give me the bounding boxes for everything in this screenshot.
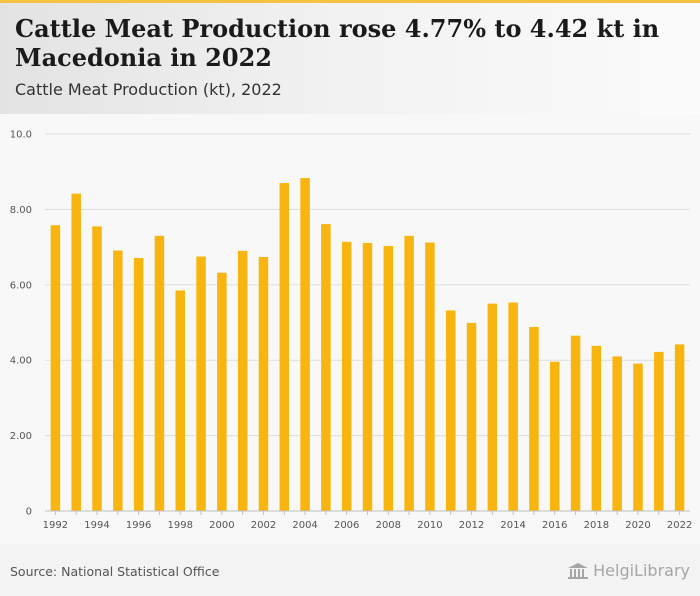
bar-2019: [612, 356, 622, 511]
y-tick-label: 8.00: [10, 205, 32, 216]
bar-2004: [300, 178, 310, 511]
x-tick-label: 1994: [84, 520, 109, 531]
x-tick-label: 2004: [292, 520, 317, 531]
bar-2017: [570, 335, 581, 511]
x-tick-label: 2002: [251, 520, 276, 531]
bar-1997: [154, 235, 165, 511]
bar-2002: [258, 256, 269, 511]
x-tick-label: 2008: [376, 520, 401, 531]
x-tick-label: 2016: [542, 520, 567, 531]
bar-2021: [654, 351, 664, 511]
header-background: [0, 0, 700, 114]
bar-2014: [508, 302, 518, 511]
chart-title: Cattle Meat Production rose 4.77% to 4.4…: [15, 14, 660, 72]
bar-1998: [175, 290, 185, 511]
bar-2005: [321, 224, 331, 511]
bar-2020: [633, 363, 643, 511]
bar-2018: [591, 345, 602, 511]
bar-chart: 0 2.00 4.00 6.00 8.00 10.0 1992 1994 1996 1998 200…: [10, 130, 693, 532]
helgilibrary-logo: HelgiLibrary: [567, 561, 690, 580]
bar-2001: [237, 250, 248, 511]
bar-2012: [466, 322, 477, 511]
x-tick-label: 2006: [334, 520, 359, 531]
bar-2006: [341, 241, 352, 511]
bar-1999: [196, 256, 206, 511]
bar-1994: [92, 226, 102, 511]
accent-line: [0, 0, 700, 3]
bar-2013: [487, 303, 498, 511]
y-tick-label: 6.00: [10, 280, 32, 291]
x-tick-label: 1996: [126, 520, 151, 531]
x-tick-label: 2012: [459, 520, 484, 531]
x-tick-label: 2014: [500, 520, 525, 531]
bar-2008: [383, 245, 394, 511]
bar-2022: [674, 344, 685, 511]
bar-2016: [550, 361, 560, 511]
y-tick-label: 10.0: [10, 130, 32, 141]
bar-1992: [50, 225, 61, 511]
bar-2009: [404, 235, 414, 511]
bar-2011: [445, 310, 456, 511]
x-tick-label: 2010: [417, 520, 442, 531]
bar-1993: [71, 193, 81, 511]
y-tick-label: 2.00: [10, 431, 32, 442]
library-building-icon: [568, 562, 589, 579]
y-tick-label: 4.00: [10, 356, 32, 367]
chart-subtitle: Cattle Meat Production (kt), 2022: [15, 80, 282, 99]
x-tick-label: 1998: [168, 520, 193, 531]
x-tick-label: 1992: [43, 520, 68, 531]
bar-2010: [425, 242, 435, 512]
bar-1995: [113, 250, 123, 512]
x-tick-label: 2020: [625, 520, 650, 531]
x-tick-label: 2018: [584, 520, 609, 531]
x-tick-label: 2022: [667, 520, 692, 531]
bar-2000: [217, 272, 227, 511]
bar-2003: [279, 183, 290, 511]
bar-2007: [362, 242, 373, 511]
bar-1996: [133, 258, 144, 511]
x-tick-label: 2000: [209, 520, 234, 531]
y-tick-label: 0: [26, 507, 32, 518]
bar-2015: [529, 327, 539, 511]
logo-text: HelgiLibrary: [593, 561, 690, 580]
source-note: Source: National Statistical Office: [10, 564, 220, 579]
